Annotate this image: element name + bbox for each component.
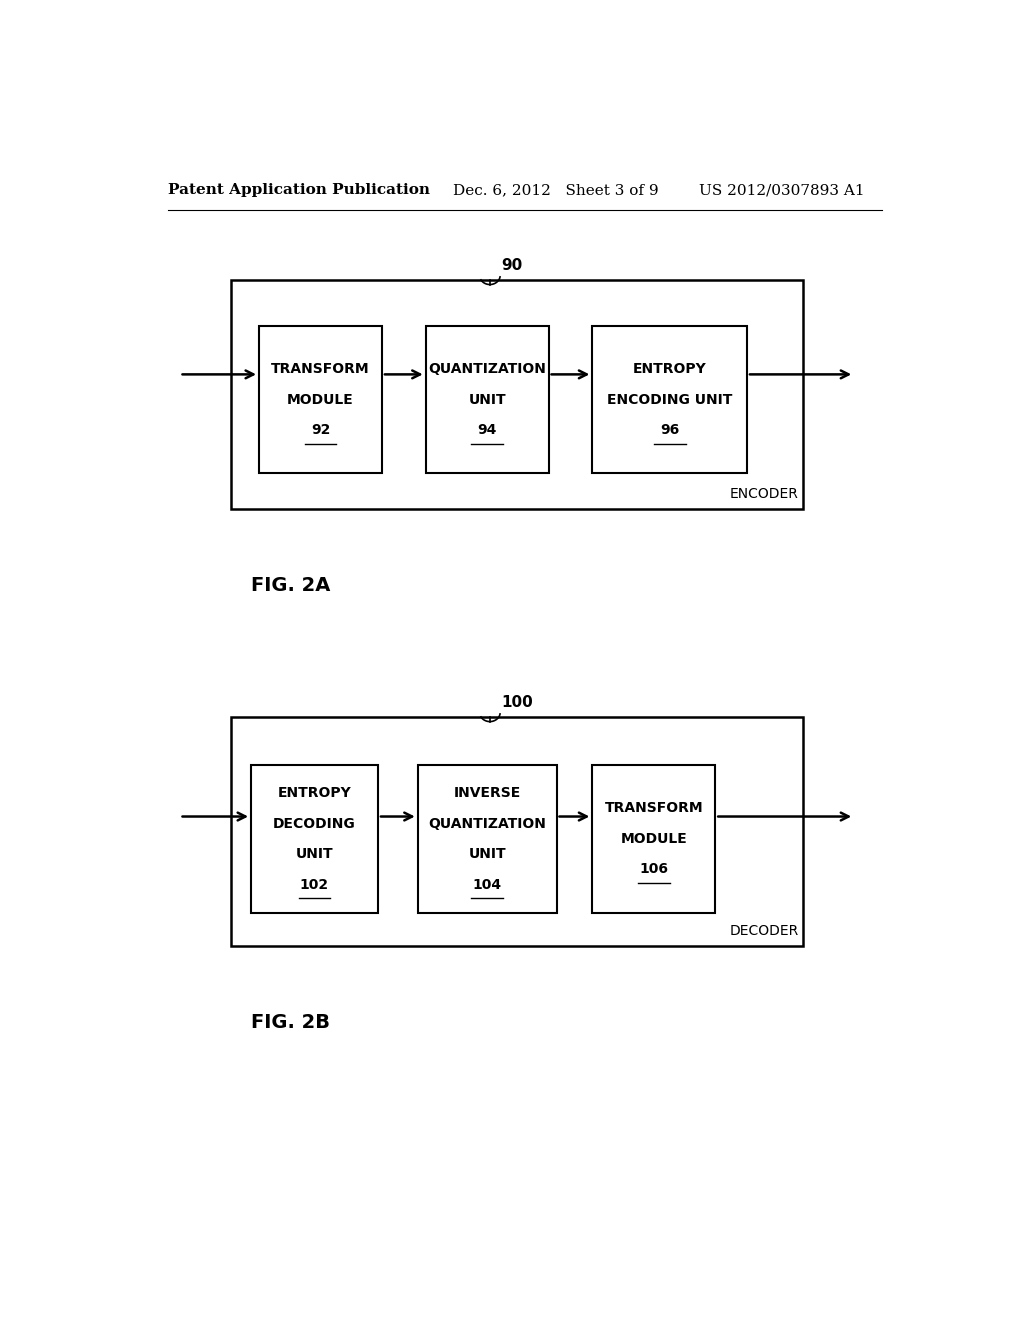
- Text: DECODER: DECODER: [729, 924, 799, 939]
- Text: 104: 104: [472, 878, 502, 891]
- Text: ENCODING UNIT: ENCODING UNIT: [607, 393, 732, 407]
- Text: TRANSFORM: TRANSFORM: [604, 801, 703, 816]
- Text: ENCODER: ENCODER: [730, 487, 799, 500]
- Bar: [426, 326, 549, 474]
- Text: QUANTIZATION: QUANTIZATION: [428, 817, 546, 830]
- Text: FIG. 2B: FIG. 2B: [251, 1012, 330, 1032]
- Text: ENTROPY: ENTROPY: [633, 362, 707, 376]
- Text: UNIT: UNIT: [468, 393, 506, 407]
- Text: 100: 100: [501, 696, 532, 710]
- Bar: [418, 766, 557, 912]
- Bar: [251, 766, 378, 912]
- Text: MODULE: MODULE: [287, 393, 354, 407]
- Text: INVERSE: INVERSE: [454, 787, 521, 800]
- Bar: [231, 718, 803, 946]
- Bar: [592, 766, 715, 912]
- Text: Dec. 6, 2012   Sheet 3 of 9: Dec. 6, 2012 Sheet 3 of 9: [454, 183, 659, 197]
- Text: US 2012/0307893 A1: US 2012/0307893 A1: [699, 183, 865, 197]
- Text: 106: 106: [639, 862, 669, 876]
- Text: UNIT: UNIT: [296, 847, 333, 861]
- Bar: [259, 326, 382, 474]
- Text: 92: 92: [310, 424, 330, 437]
- Text: FIG. 2A: FIG. 2A: [251, 576, 331, 595]
- Text: 96: 96: [660, 424, 679, 437]
- Text: ENTROPY: ENTROPY: [278, 787, 351, 800]
- Text: QUANTIZATION: QUANTIZATION: [428, 362, 546, 376]
- Text: 90: 90: [501, 259, 522, 273]
- Bar: [231, 280, 803, 510]
- Bar: [592, 326, 748, 474]
- Text: Patent Application Publication: Patent Application Publication: [168, 183, 430, 197]
- Text: DECODING: DECODING: [273, 817, 356, 830]
- Text: 102: 102: [300, 878, 329, 891]
- Text: UNIT: UNIT: [468, 847, 506, 861]
- Text: MODULE: MODULE: [621, 832, 687, 846]
- Text: 94: 94: [477, 424, 497, 437]
- Text: TRANSFORM: TRANSFORM: [271, 362, 370, 376]
